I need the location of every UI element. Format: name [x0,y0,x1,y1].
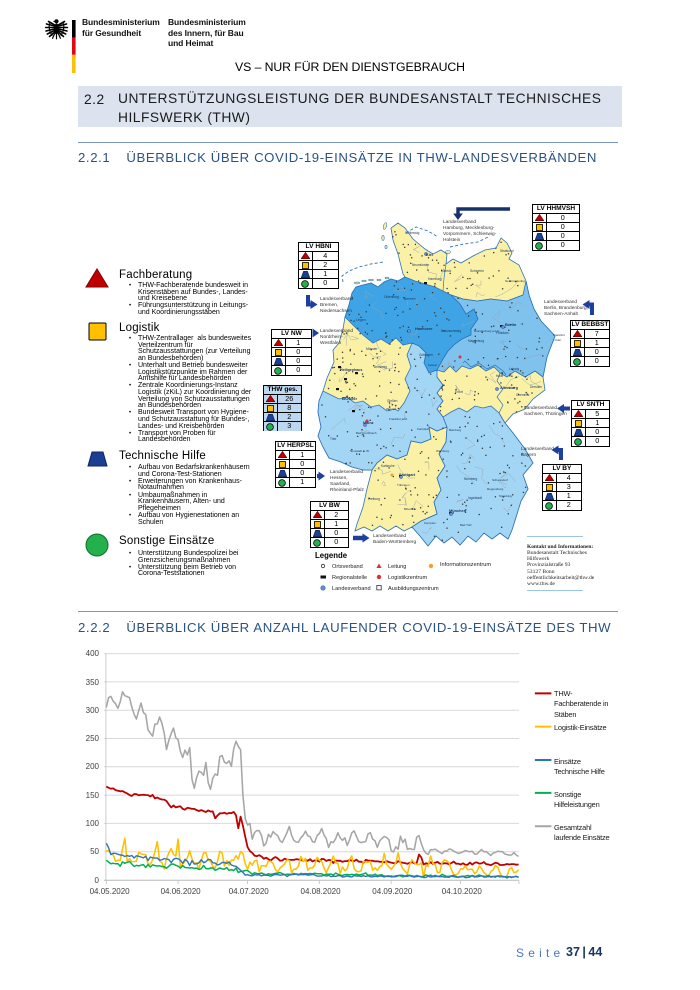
svg-text:Trier: Trier [330,437,337,441]
svg-text:/ Oder: / Oder [553,338,561,342]
svg-text:Kiel: Kiel [426,253,433,257]
svg-text:Nürnberg: Nürnberg [464,477,478,481]
svg-text:Altenburg: Altenburg [500,386,519,390]
svg-text:Arnsberg: Arnsberg [374,365,387,369]
svg-text:Halle: Halle [496,374,503,378]
svg-text:Potsdam: Potsdam [496,331,509,335]
svg-text:Brandenburg a.d.H.: Brandenburg a.d.H. [474,329,500,333]
svg-text:Bamberg: Bamberg [449,428,462,432]
svg-text:Hamburg: Hamburg [428,277,442,281]
svg-text:Freiburg: Freiburg [368,497,380,501]
svg-text:Heiligenhaus: Heiligenhaus [340,368,362,372]
svg-text:Neustadt a. W.: Neustadt a. W. [350,449,370,453]
svg-text:Neubrandenbg: Neubrandenbg [505,279,525,283]
svg-text:Straubing: Straubing [499,494,512,498]
svg-text:Stuttgart: Stuttgart [399,472,416,477]
svg-text:Münster: Münster [366,347,378,351]
svg-text:Biberach: Biberach [404,507,416,511]
svg-text:Würzburg: Würzburg [436,449,449,453]
svg-text:Schwerin: Schwerin [470,269,484,273]
svg-text:Wetzlar: Wetzlar [386,407,396,411]
svg-text:Neumünster: Neumünster [412,263,430,267]
svg-text:Hannover: Hannover [415,327,433,331]
svg-text:Erfurt: Erfurt [455,390,463,394]
svg-text:Oldenburg: Oldenburg [384,295,399,299]
svg-text:Lübeck: Lübeck [441,269,452,273]
svg-text:Magdeburg: Magdeburg [468,339,484,343]
svg-text:Karlstadt: Karlstadt [417,427,429,431]
svg-text:Göttingen: Göttingen [419,353,433,357]
svg-text:Frankfurt: Frankfurt [553,333,565,337]
svg-text:Dresden: Dresden [530,385,542,389]
svg-text:Braunschweig: Braunschweig [441,329,461,333]
svg-text:Chemnitz: Chemnitz [516,393,530,397]
svg-text:Regensburg: Regensburg [487,487,504,491]
svg-text:Leipzig: Leipzig [509,367,519,371]
svg-text:Bad Kreuznach: Bad Kreuznach [356,431,377,435]
svg-text:Schwandorf: Schwandorf [492,478,508,482]
svg-text:Bremen: Bremen [404,297,416,301]
svg-text:Karlsruhe: Karlsruhe [381,464,395,468]
svg-text:München: München [449,508,467,513]
svg-text:Berlin: Berlin [505,322,517,327]
svg-text:BONN: BONN [342,396,355,401]
svg-text:Mainz: Mainz [363,421,374,425]
svg-text:Schleswig: Schleswig [405,231,420,235]
svg-text:Tübingen: Tübingen [397,483,410,487]
svg-text:Lingen: Lingen [356,318,366,322]
svg-text:Kassel: Kassel [428,363,437,367]
svg-text:Stralsund: Stralsund [500,249,514,253]
svg-text:Bad Tölz: Bad Tölz [460,523,472,527]
svg-text:Ingolstadt: Ingolstadt [468,496,482,500]
svg-text:Kempten: Kempten [424,521,436,525]
svg-text:Gießen: Gießen [387,399,398,403]
svg-text:Frankfurt a.M.: Frankfurt a.M. [389,417,408,421]
